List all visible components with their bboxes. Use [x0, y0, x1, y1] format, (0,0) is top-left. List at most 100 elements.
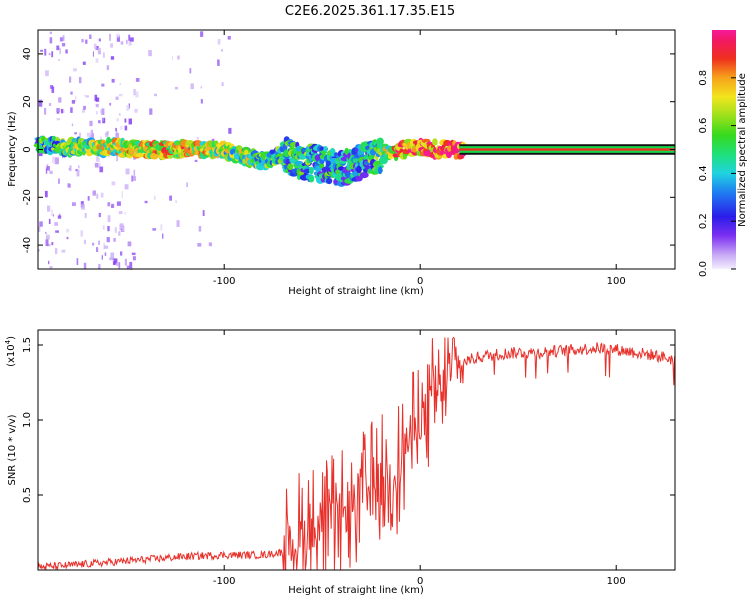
spectrogram-noise-cell: [45, 231, 47, 234]
spectrogram-noise-cell: [124, 258, 127, 266]
spectrogram-noise-cell: [96, 163, 101, 168]
snr-xtick-label: -100: [213, 576, 236, 587]
spectrogram-noise-cell: [71, 123, 74, 127]
snr-ytick-label: 0.5: [22, 487, 33, 503]
spectrogram-noise-cell: [61, 108, 64, 114]
snr-marks: [37, 336, 676, 571]
spectrogram-noise-cell: [69, 184, 72, 188]
spectrogram-noise-cell: [102, 225, 105, 230]
spectrogram-noise-cell: [49, 170, 53, 175]
spectrogram-noise-cell: [81, 38, 84, 43]
spectrogram-noise-cell: [124, 211, 126, 215]
spectrogram-noise-cell: [116, 33, 120, 38]
spectrogram-noise-cell: [54, 248, 58, 255]
spectrogram-noise-cell: [95, 103, 99, 108]
spectrogram-noise-cell: [128, 103, 130, 109]
spectrogram-noise-cell: [98, 263, 100, 267]
spectrogram-noise-cell: [44, 190, 48, 198]
spectrogram-noise-cell: [169, 195, 172, 201]
spectrogram-noise-cell: [160, 224, 163, 231]
spectrogram-noise-cell: [58, 97, 62, 103]
spectrogram-noise-cell: [47, 205, 51, 212]
spectrogram-noise-cell: [62, 35, 65, 41]
spectrogram-cell: [319, 162, 325, 169]
spectrogram-noise-cell: [124, 184, 129, 190]
spectrogram-noise-cell: [86, 132, 91, 137]
spectrogram-noise-cell: [70, 107, 73, 113]
colorbar-tick-label: 0.0: [698, 261, 709, 277]
colorbar-gradient: [712, 30, 736, 269]
snr-panel: -100 0 100 0.5 1.0 1.5 Height of straight lin…: [4, 329, 676, 596]
spectrogram-noise-cell: [118, 211, 123, 215]
spectrogram-noise-cell: [48, 53, 51, 56]
spectrogram-noise-cell: [56, 45, 60, 51]
spectrogram-noise-cell: [90, 129, 94, 135]
colorbar-tick-label: 0.4: [698, 165, 709, 181]
spectrogram-cell: [323, 146, 328, 152]
spectrogram-noise-cell: [101, 255, 103, 260]
spectrogram-ytick-label: -20: [22, 189, 33, 205]
spectrogram-noise-cell: [124, 118, 127, 123]
spectrogram-noise-cell: [95, 46, 99, 50]
spectrogram-noise-cell: [83, 105, 86, 110]
spectrogram-noise-cell: [100, 192, 104, 198]
spectrogram-tone-core: [459, 148, 675, 151]
spectrogram-noise-cell: [89, 34, 92, 39]
spectrogram-noise-cell: [97, 47, 101, 54]
spectrogram-noise-cell: [175, 200, 177, 204]
spectrogram-noise-cell: [110, 43, 113, 48]
spectrogram-noise-cell: [52, 156, 56, 164]
spectrogram-noise-cell: [49, 266, 53, 269]
spectrogram-noise-cell: [106, 131, 109, 136]
spectrogram-noise-cell: [70, 91, 73, 95]
spectrogram-noise-cell: [58, 178, 60, 184]
spectrogram-noise-cell: [196, 136, 199, 140]
spectrogram-noise-cell: [106, 65, 110, 71]
spectrogram-cell: [432, 138, 438, 146]
spectrogram-noise-cell: [120, 126, 123, 130]
spectrogram-noise-cell: [78, 165, 80, 169]
spectrogram-ytick-label: 20: [22, 95, 33, 108]
spectrogram-noise-cell: [106, 237, 110, 243]
spectrogram-noise-cell: [152, 228, 157, 231]
spectrogram-noise-cell: [48, 218, 51, 224]
spectrogram-noise-cell: [115, 127, 117, 132]
spectrogram-noise-cell: [120, 41, 124, 45]
spectrogram-noise-cell: [98, 212, 101, 218]
spectrogram-noise-cell: [104, 252, 107, 256]
spectrogram-noise-cell: [51, 86, 55, 93]
spectrogram-xlabel: Height of straight line (km): [288, 286, 424, 297]
spectrogram-noise-cell: [217, 59, 220, 66]
spectrogram-noise-cell: [45, 239, 49, 246]
spectrogram-noise-cell: [116, 118, 119, 122]
spectrogram-noise-cell: [94, 94, 98, 102]
spectrogram-noise-cell: [71, 100, 75, 104]
spectrogram-noise-cell: [198, 226, 202, 232]
spectrogram-noise-cell: [128, 39, 132, 46]
spectrogram-noise-cell: [51, 209, 53, 216]
spectrogram-noise-cell: [186, 182, 188, 188]
snr-xtick-label: 0: [417, 576, 423, 587]
spectrogram-noise-cell: [131, 175, 133, 182]
spectrogram-noise-cell: [176, 220, 180, 227]
spectrogram-noise-cell: [134, 108, 138, 113]
spectrogram-noise-cell: [132, 176, 136, 181]
spectrogram-noise-cell: [177, 55, 180, 60]
spectrogram-marks: [33, 31, 675, 271]
spectrogram-noise-cell: [154, 93, 157, 97]
spectrogram-noise-cell: [118, 93, 123, 97]
spectrogram-noise-cell: [118, 262, 121, 269]
snr-ytick-label: 1.0: [22, 412, 33, 428]
spectrogram-noise-cell: [114, 258, 118, 265]
spectrogram-ylabel: Frequency (Hz): [7, 111, 18, 187]
spectrogram-cell: [376, 164, 384, 169]
spectrogram-noise-cell: [221, 49, 223, 52]
spectrogram-noise-cell: [66, 236, 69, 240]
spectrogram-noise-cell: [128, 34, 131, 41]
spectrogram-noise-cell: [92, 133, 95, 140]
snr-xtick-label: 100: [607, 576, 626, 587]
spectrogram-cell: [308, 175, 315, 183]
spectrogram-noise-cell: [48, 103, 52, 106]
spectrogram-cell: [329, 148, 336, 154]
